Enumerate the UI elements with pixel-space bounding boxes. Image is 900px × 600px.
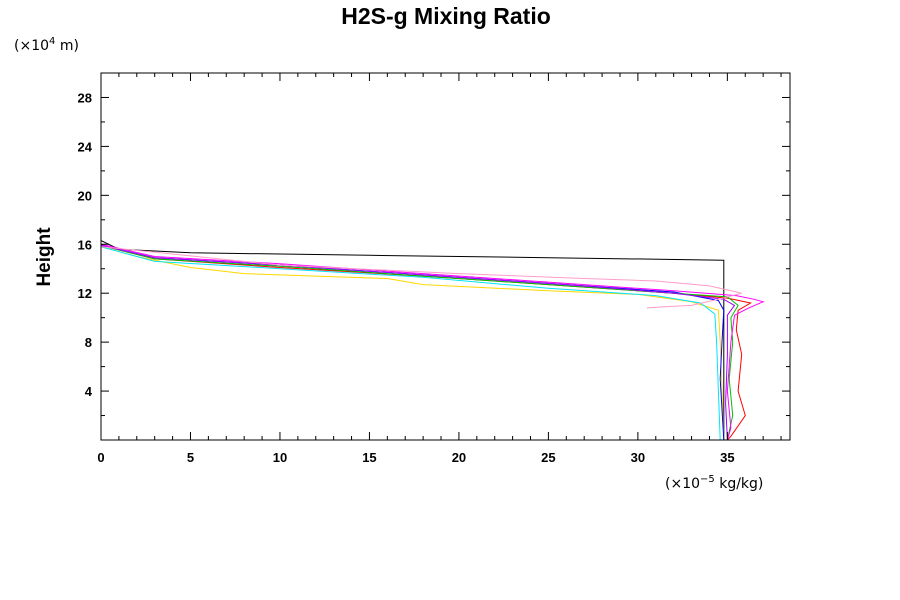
y-unit-post: m) (55, 38, 79, 54)
x-tick-label: 15 (362, 450, 376, 465)
y-tick-label: 28 (78, 90, 92, 105)
series-line-4 (100, 73, 752, 441)
series-line-7 (100, 73, 765, 441)
x-tick-label: 0 (97, 450, 104, 465)
series-line-2 (100, 73, 725, 441)
y-axis-title: Height (34, 227, 55, 287)
y-tick-label: 16 (78, 237, 92, 252)
y-unit-exp: 4 (49, 36, 55, 47)
y-tick-label: 4 (85, 384, 93, 399)
series-layer (100, 73, 765, 441)
y-unit-pre: (×10 (14, 38, 49, 54)
x-tick-label: 20 (452, 450, 466, 465)
y-unit-label: (×104 m) (14, 36, 79, 54)
x-tick-label: 25 (541, 450, 555, 465)
x-unit-label: (×10−5 kg/kg) (665, 474, 763, 492)
x-tick-label: 5 (187, 450, 194, 465)
series-line-6 (100, 73, 739, 441)
y-tick-label: 12 (78, 286, 92, 301)
x-unit-pre: (×10 (665, 476, 700, 492)
x-unit-exp: −5 (700, 474, 715, 485)
series-line-8 (100, 73, 736, 441)
x-tick-label: 35 (720, 450, 734, 465)
y-tick-label: 8 (85, 335, 92, 350)
series-line-1 (100, 73, 725, 440)
x-unit-post: kg/kg) (715, 476, 764, 492)
plot-frame (100, 72, 791, 441)
chart-title: H2S-g Mixing Ratio (341, 3, 551, 29)
x-tick-label: 30 (631, 450, 645, 465)
series-line-3 (100, 73, 721, 441)
y-tick-label: 24 (78, 139, 93, 154)
series-line-9 (100, 73, 742, 309)
x-tick-label: 10 (273, 450, 287, 465)
axis-layer: 0 5 10 15 20 25 30 35 4 8 12 16 20 24 28 (78, 72, 791, 465)
y-tick-label: 20 (78, 188, 92, 203)
